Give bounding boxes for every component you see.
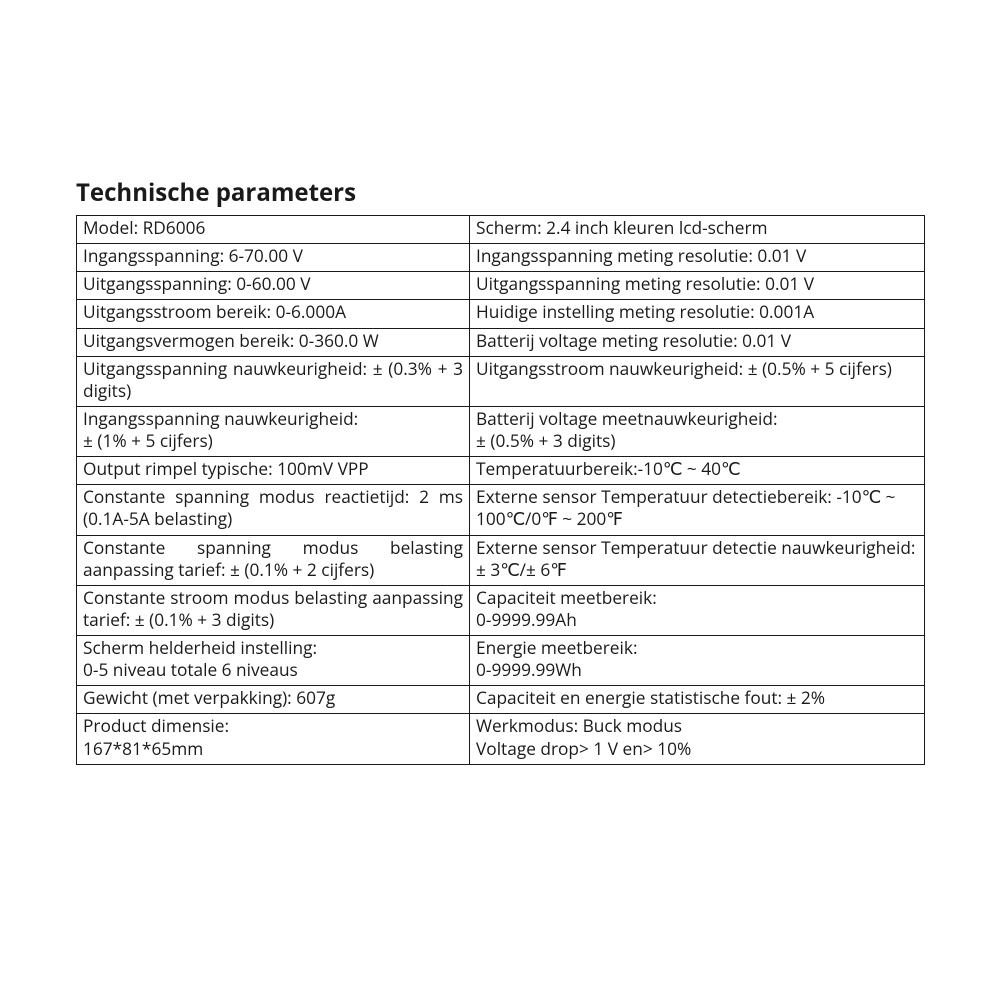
spec-cell-right: Batterij voltage meetnauwkeurigheid:± (0… [470,406,925,456]
table-row: Uitgangsvermogen bereik: 0-360.0 WBatter… [77,328,925,356]
table-row: Gewicht (met verpakking): 607gCapaciteit… [77,686,925,714]
spec-cell-left: Product dimensie:167*81*65mm [77,714,470,764]
table-row: Scherm helderheid instelling:0-5 niveau … [77,636,925,686]
table-row: Uitgangsspanning nauwkeurigheid: ± (0.3%… [77,356,925,406]
spec-cell-right: Externe sensor Temperatuur detectieberei… [470,485,925,535]
table-row: Ingangsspanning nauwkeurigheid:± (1% + 5… [77,406,925,456]
table-row: Uitgangsstroom bereik: 0-6.000AHuidige i… [77,300,925,328]
spec-cell-right: Huidige instelling meting resolutie: 0.0… [470,300,925,328]
table-row: Product dimensie:167*81*65mmWerkmodus: B… [77,714,925,764]
spec-cell-left: Uitgangsvermogen bereik: 0-360.0 W [77,328,470,356]
table-row: Ingangsspanning: 6-70.00 VIngangsspannin… [77,244,925,272]
spec-table-body: Model: RD6006Scherm: 2.4 inch kleuren lc… [77,216,925,765]
spec-cell-left: Gewicht (met verpakking): 607g [77,686,470,714]
table-row: Output rimpel typische: 100mV VPPTempera… [77,457,925,485]
spec-cell-left: Uitgangsspanning: 0-60.00 V [77,272,470,300]
spec-cell-left: Model: RD6006 [77,216,470,244]
spec-cell-right: Capaciteit en energie statistische fout:… [470,686,925,714]
spec-cell-right: Energie meetbereik:0-9999.99Wh [470,636,925,686]
table-row: Constante stroom modus belasting aanpass… [77,585,925,635]
spec-cell-right: Uitgangsspanning meting resolutie: 0.01 … [470,272,925,300]
spec-cell-right: Temperatuurbereik:-10℃ ~ 40℃ [470,457,925,485]
spec-cell-left: Constante spanning modus belasting aanpa… [77,535,470,585]
table-row: Uitgangsspanning: 0-60.00 VUitgangsspann… [77,272,925,300]
spec-cell-right: Capaciteit meetbereik:0-9999.99Ah [470,585,925,635]
spec-cell-left: Ingangsspanning nauwkeurigheid:± (1% + 5… [77,406,470,456]
table-row: Constante spanning modus belasting aanpa… [77,535,925,585]
spec-cell-left: Constante stroom modus belasting aanpass… [77,585,470,635]
spec-cell-left: Scherm helderheid instelling:0-5 niveau … [77,636,470,686]
spec-cell-right: Scherm: 2.4 inch kleuren lcd-scherm [470,216,925,244]
spec-cell-left: Uitgangsspanning nauwkeurigheid: ± (0.3%… [77,356,470,406]
spec-cell-left: Ingangsspanning: 6-70.00 V [77,244,470,272]
spec-cell-right: Uitgangsstroom nauwkeurigheid: ± (0.5% +… [470,356,925,406]
spec-cell-left: Uitgangsstroom bereik: 0-6.000A [77,300,470,328]
table-row: Model: RD6006Scherm: 2.4 inch kleuren lc… [77,216,925,244]
spec-cell-left: Output rimpel typische: 100mV VPP [77,457,470,485]
spec-cell-left: Constante spanning modus reactietijd: 2 … [77,485,470,535]
spec-cell-right: Batterij voltage meting resolutie: 0.01 … [470,328,925,356]
page-title: Technische parameters [76,176,924,209]
spec-cell-right: Ingangsspanning meting resolutie: 0.01 V [470,244,925,272]
spec-table: Model: RD6006Scherm: 2.4 inch kleuren lc… [76,215,925,765]
spec-cell-right: Werkmodus: Buck modusVoltage drop> 1 V e… [470,714,925,764]
table-row: Constante spanning modus reactietijd: 2 … [77,485,925,535]
spec-cell-right: Externe sensor Temperatuur detectie nauw… [470,535,925,585]
